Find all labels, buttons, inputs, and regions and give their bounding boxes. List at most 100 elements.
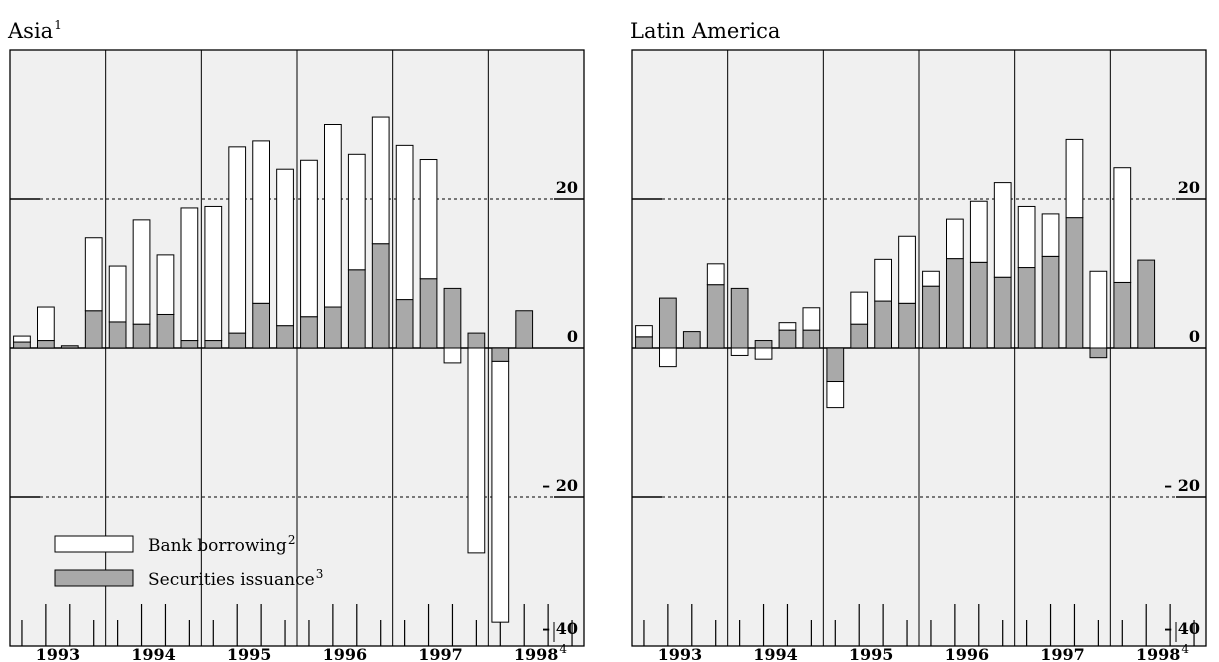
legend-label-securities: Securities issuance (148, 570, 315, 590)
bar-securities-issuance (13, 341, 31, 349)
bar-bank-borrowing (156, 254, 175, 315)
bar-bank-borrowing (993, 182, 1012, 278)
bar-securities-issuance (1065, 217, 1084, 349)
bar-securities-issuance (419, 278, 438, 349)
legend-label-bank: Bank borrowing (148, 536, 287, 556)
y-tick-label: – 20 (542, 476, 578, 495)
bar-bank-borrowing (850, 291, 869, 325)
y-tick-label: – 40 (542, 619, 578, 638)
bar-bank-borrowing (874, 258, 892, 302)
bar-securities-issuance (371, 243, 390, 349)
bar-securities-issuance (276, 325, 294, 349)
bar-bank-borrowing (1113, 167, 1132, 283)
bar-securities-issuance (635, 336, 653, 349)
bar-bank-borrowing (706, 263, 725, 286)
bar-securities-issuance (754, 340, 773, 349)
bar-bank-borrowing (228, 146, 247, 334)
x-year-label: 1994 (753, 645, 798, 662)
y-tick-label: – 20 (1164, 476, 1200, 495)
bar-securities-issuance (922, 285, 940, 349)
bar-bank-borrowing (754, 347, 773, 360)
y-tick-label: 20 (556, 178, 578, 197)
bar-bank-borrowing (180, 207, 199, 342)
legend: Bank borrowing 2 Securities issuance 3 (54, 533, 324, 590)
panel-asia: Asia 1 20 0 – 20 – 40 1993 1994 1995 1996 1997 1998… (7, 18, 585, 662)
x-year-label: 1993 (658, 645, 703, 662)
bar-securities-issuance (1041, 255, 1060, 349)
x-year-label: 1995 (227, 645, 272, 662)
legend-sup-bank: 2 (288, 533, 296, 547)
panel-latin-america: Latin America 20 0 – 20 – 40 1993 1994 1995 1996… (630, 19, 1207, 662)
bar-securities-issuance (659, 297, 677, 349)
x-year-label: 1995 (849, 645, 894, 662)
bar-securities-issuance (204, 340, 223, 349)
bar-bank-borrowing (491, 360, 510, 623)
legend-sup-securities: 3 (316, 567, 324, 581)
bar-bank-borrowing (204, 205, 223, 342)
x-year-label: 1996 (945, 645, 990, 662)
bar-bank-borrowing (730, 347, 749, 356)
chart-title: Latin America (630, 19, 780, 43)
bar-bank-borrowing (276, 168, 294, 327)
year-superscript: 4 (1181, 642, 1189, 656)
bar-securities-issuance (1113, 281, 1132, 349)
bar-securities-issuance (443, 287, 462, 349)
plot-frame (631, 49, 1207, 647)
bar-securities-issuance (84, 310, 103, 349)
plot-frame (9, 49, 585, 647)
bar-bank-borrowing (300, 159, 318, 318)
bar-securities-issuance (730, 287, 749, 349)
bar-securities-issuance (156, 313, 175, 349)
y-tick-label: 0 (567, 327, 578, 346)
x-year-label: 1997 (1040, 645, 1085, 662)
bar-securities-issuance (180, 340, 199, 349)
x-year-label: 1994 (131, 645, 176, 662)
bar-bank-borrowing (252, 140, 270, 304)
bar-bank-borrowing (778, 322, 797, 331)
bar-bank-borrowing (826, 381, 845, 409)
bar-securities-issuance (874, 300, 892, 349)
x-year-label: 1996 (323, 645, 368, 662)
bar-bank-borrowing (802, 307, 821, 331)
bar-securities-issuance (1089, 347, 1108, 359)
bar-bank-borrowing (467, 347, 486, 554)
bar-bank-borrowing (1065, 138, 1084, 219)
bar-securities-issuance (515, 310, 534, 349)
bar-bank-borrowing (1041, 213, 1060, 257)
bar-securities-issuance (898, 302, 916, 349)
bar-bank-borrowing (371, 116, 390, 245)
year-superscript: 4 (559, 642, 567, 656)
bar-securities-issuance (682, 331, 701, 349)
bar-bank-borrowing (898, 235, 916, 304)
bar-bank-borrowing (324, 124, 342, 308)
bar-bank-borrowing (419, 159, 438, 280)
bar-securities-issuance (706, 284, 725, 349)
bar-bank-borrowing (108, 265, 127, 323)
bar-bank-borrowing (37, 306, 55, 342)
bar-bank-borrowing (946, 218, 964, 260)
bar-bank-borrowing (443, 347, 462, 364)
x-year-label: 1993 (36, 645, 81, 662)
y-tick-label: 20 (1178, 178, 1200, 197)
bar-securities-issuance (993, 276, 1012, 349)
bar-securities-issuance (1017, 267, 1036, 349)
bar-securities-issuance (395, 299, 414, 349)
bar-securities-issuance (347, 269, 366, 349)
bar-securities-issuance (1137, 259, 1156, 349)
bar-securities-issuance (778, 329, 797, 349)
bar-securities-issuance (969, 261, 988, 349)
bar-bank-borrowing (659, 347, 677, 368)
legend-swatch-securities (54, 569, 134, 587)
legend-swatch-bank (54, 535, 134, 553)
bar-securities-issuance (132, 323, 151, 349)
x-year-label: 1998 (514, 645, 559, 662)
bar-bank-borrowing (13, 335, 31, 343)
bar-bank-borrowing (1017, 205, 1036, 269)
chart-title: Asia (7, 19, 53, 43)
bar-securities-issuance (228, 332, 247, 349)
bar-securities-issuance (60, 345, 79, 349)
bar-bank-borrowing (922, 270, 940, 287)
bar-securities-issuance (324, 306, 342, 349)
bar-bank-borrowing (132, 219, 151, 325)
